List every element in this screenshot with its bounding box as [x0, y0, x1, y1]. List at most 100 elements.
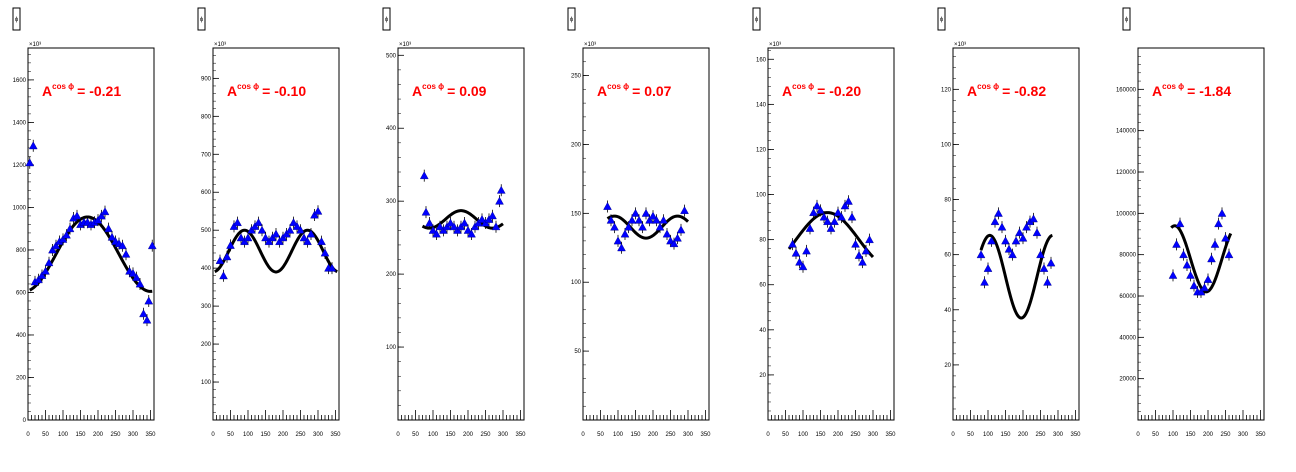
- data-point: [865, 235, 874, 244]
- y-tick-label: 80: [944, 198, 951, 204]
- x-tick-label: 100: [243, 432, 254, 438]
- y-tick-label: 200: [201, 342, 212, 348]
- plot-svg: ϕ ×10³ 0 50 100 150 200 250 300 350 50 100 150 200 250…: [567, 7, 711, 438]
- plot-frame: [397, 47, 525, 421]
- data-point: [142, 315, 152, 324]
- x-tick-label: 250: [480, 432, 491, 438]
- data-point: [1200, 283, 1209, 292]
- plot-frame: [582, 47, 710, 421]
- data-point: [680, 206, 689, 214]
- data-point: [1004, 244, 1014, 253]
- data-point: [802, 246, 811, 255]
- data-point: [93, 215, 103, 224]
- data-point: [1043, 277, 1052, 286]
- data-point: [121, 249, 131, 258]
- data-point: [132, 273, 141, 281]
- data-point: [673, 233, 682, 242]
- y-tick-label: 160: [756, 57, 767, 63]
- x-tick-label: 50: [597, 432, 604, 438]
- data-point: [222, 252, 232, 261]
- x-tick-label: 250: [110, 432, 121, 438]
- x-tick-label: 350: [1070, 432, 1081, 438]
- y-multiplier: ×10³: [584, 42, 596, 48]
- legend-box: [937, 7, 946, 31]
- x-tick-label: 350: [700, 432, 711, 438]
- x-tick-label: 300: [1238, 432, 1249, 438]
- data-point: [1221, 233, 1230, 242]
- y-tick-label: 500: [386, 53, 397, 59]
- x-tick-label: 350: [1255, 432, 1266, 438]
- asymmetry-value: = -0.10: [262, 83, 306, 99]
- y-tick-label: 800: [201, 114, 212, 120]
- data-point: [837, 212, 846, 221]
- data-point: [1168, 270, 1178, 279]
- asymmetry-label: Acos ϕ = 0.09: [412, 82, 487, 99]
- data-point: [495, 196, 504, 205]
- x-tick-label: 150: [630, 432, 641, 438]
- asymmetry-label: Acos ϕ = -0.10: [227, 82, 306, 99]
- plot-panel: ϕ ×10³ 0 50 100 150 200 250 300 350 100 200 300 400 50…: [185, 0, 370, 472]
- data-point: [421, 207, 431, 216]
- data-point: [1172, 239, 1181, 248]
- y-tick-label: 800: [16, 248, 27, 254]
- data-point: [491, 222, 501, 231]
- y-tick-label: 50: [574, 349, 581, 355]
- y-tick-label: 250: [571, 74, 582, 80]
- x-tick-label: 150: [75, 432, 86, 438]
- data-point: [243, 233, 253, 242]
- x-tick-label: 50: [782, 432, 789, 438]
- legend-box: [752, 7, 761, 31]
- data-point: [289, 218, 298, 227]
- asymmetry-label: Acos ϕ = -1.84: [1152, 82, 1231, 99]
- asymmetry-value: = 0.09: [447, 83, 487, 99]
- asymmetry-prefix: A: [597, 83, 607, 99]
- x-tick-label: 300: [683, 432, 694, 438]
- x-tick-label: 0: [396, 432, 400, 438]
- data-point: [990, 217, 1000, 226]
- data-point: [1224, 250, 1234, 259]
- asymmetry-superscript: cos ϕ: [607, 82, 629, 91]
- legend-box: [382, 7, 391, 31]
- plot-panel: ϕ ×10³ 0 50 100 150 200 250 300 350 0 200 400 600 800 1…: [0, 0, 185, 472]
- data-point: [144, 296, 154, 305]
- y-tick-label: 100000: [1116, 211, 1137, 217]
- asymmetry-superscript: cos ϕ: [237, 82, 259, 91]
- data-point: [1207, 254, 1216, 263]
- data-point: [1036, 250, 1045, 259]
- data-point: [826, 223, 836, 232]
- data-point: [634, 215, 644, 224]
- y-tick-label: 40: [944, 308, 951, 314]
- plot-panel: ϕ ×10³ 0 50 100 150 200 250 300 350 100 200 300 400 50…: [370, 0, 555, 472]
- y-multiplier: ×10³: [29, 42, 41, 48]
- x-tick-label: 100: [58, 432, 69, 438]
- x-tick-label: 200: [833, 432, 844, 438]
- y-tick-label: 20000: [1119, 377, 1136, 383]
- plot-frame: [27, 47, 155, 421]
- x-tick-label: 150: [815, 432, 826, 438]
- fit-curve: [606, 214, 690, 240]
- x-tick-label: 0: [1136, 432, 1140, 438]
- plot-frame: [952, 47, 1080, 421]
- plot-panel: ϕ ×10³ 0 50 100 150 200 250 300 350 50 100 150 200 250…: [555, 0, 740, 472]
- y-tick-label: 1000: [13, 205, 27, 211]
- x-tick-label: 350: [885, 432, 896, 438]
- data-point: [1018, 233, 1028, 242]
- x-tick-label: 50: [1152, 432, 1159, 438]
- data-point: [107, 232, 117, 241]
- asymmetry-superscript: cos ϕ: [792, 82, 814, 91]
- data-point: [1182, 260, 1192, 269]
- data-point: [428, 225, 438, 234]
- asymmetry-label: Acos ϕ = 0.07: [597, 82, 672, 99]
- data-point: [285, 225, 295, 234]
- data-point: [62, 230, 71, 239]
- x-tick-label: 250: [1220, 432, 1231, 438]
- asymmetry-value: = 0.07: [632, 83, 672, 99]
- asymmetry-prefix: A: [782, 83, 792, 99]
- data-point: [676, 225, 686, 234]
- y-tick-label: 140: [756, 102, 767, 108]
- data-point: [139, 309, 148, 318]
- data-point: [1196, 287, 1206, 296]
- asymmetry-prefix: A: [967, 83, 977, 99]
- data-point: [34, 275, 43, 284]
- x-tick-label: 350: [515, 432, 526, 438]
